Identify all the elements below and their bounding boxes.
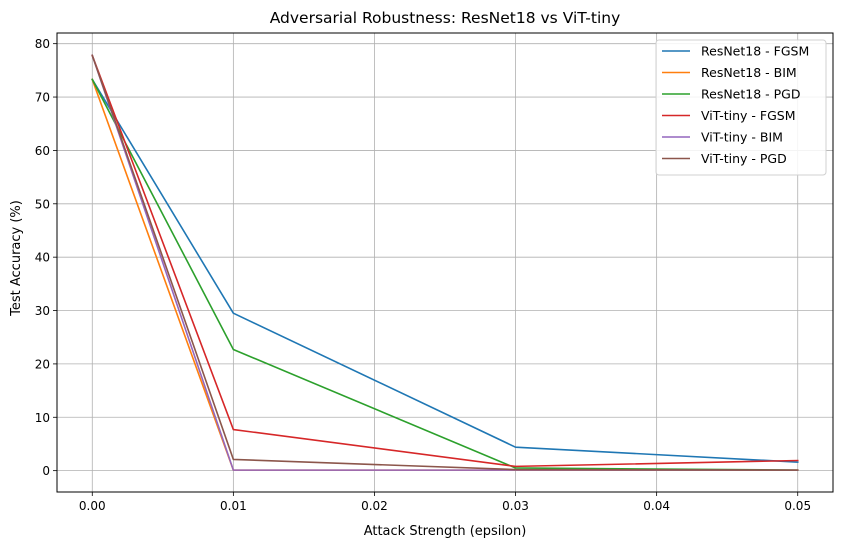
series-line-vit-tiny-pgd bbox=[91, 54, 799, 471]
series-line-vit-tiny-fgsm bbox=[91, 54, 799, 468]
y-tick-label: 50 bbox=[35, 197, 50, 211]
chart-title: Adversarial Robustness: ResNet18 vs ViT-… bbox=[270, 9, 621, 27]
legend-label: ViT-tiny - FGSM bbox=[701, 108, 796, 123]
x-tick-label: 0.04 bbox=[643, 499, 670, 513]
y-tick-label: 60 bbox=[35, 144, 50, 158]
legend-label: ViT-tiny - BIM bbox=[701, 130, 783, 145]
x-tick-label: 0.02 bbox=[361, 499, 388, 513]
series-line-resnet18-fgsm bbox=[91, 78, 799, 463]
y-tick-label: 80 bbox=[35, 37, 50, 51]
x-tick-label: 0.00 bbox=[79, 499, 106, 513]
legend-label: ResNet18 - FGSM bbox=[701, 44, 809, 59]
legend-label: ResNet18 - BIM bbox=[701, 65, 797, 80]
axis-ticks: 0.00 0.01 0.02 0.03 0.04 0.05 0 10 20 30 40 50 60 70 8… bbox=[35, 37, 811, 513]
plot-frame bbox=[56, 32, 834, 493]
legend: ResNet18 - FGSM ResNet18 - BIM ResNet18 - … bbox=[655, 39, 827, 176]
legend-label: ResNet18 - PGD bbox=[701, 87, 800, 102]
y-tick-label: 70 bbox=[35, 91, 50, 105]
legend-box bbox=[655, 39, 827, 176]
y-tick-label: 30 bbox=[35, 304, 50, 318]
y-tick-label: 10 bbox=[35, 411, 50, 425]
y-tick-label: 20 bbox=[35, 357, 50, 371]
series-line-resnet18-pgd bbox=[91, 78, 799, 471]
y-tick-label: 0 bbox=[42, 464, 50, 478]
x-tick-label: 0.05 bbox=[784, 499, 811, 513]
x-tick-label: 0.03 bbox=[502, 499, 529, 513]
x-axis-label: Attack Strength (epsilon) bbox=[364, 524, 527, 539]
y-tick-label: 40 bbox=[35, 251, 50, 265]
y-axis-label: Test Accuracy (%) bbox=[9, 200, 24, 317]
legend-label: ViT-tiny - PGD bbox=[701, 151, 787, 166]
series-lines bbox=[91, 54, 799, 471]
x-tick-label: 0.01 bbox=[220, 499, 247, 513]
